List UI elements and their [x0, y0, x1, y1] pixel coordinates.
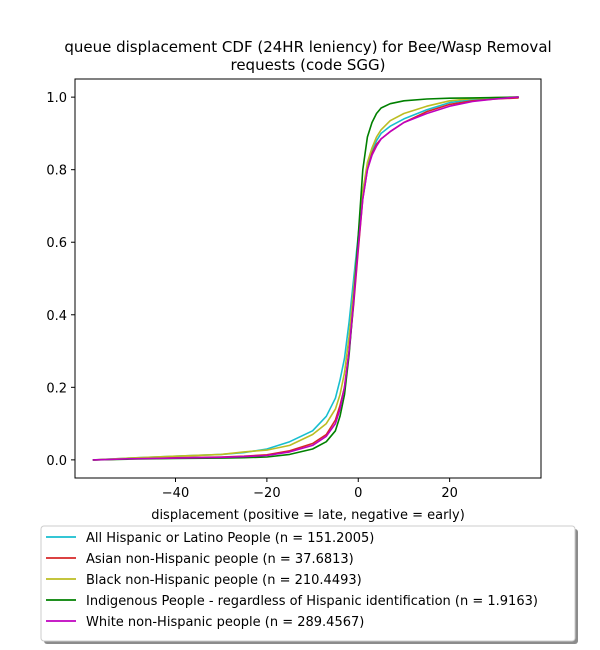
y-tick-label: 1.0	[46, 91, 67, 106]
x-axis-ticks: −40 −20 0 20	[162, 478, 458, 501]
series-line-3	[92, 96, 520, 461]
y-tick-label: 0.6	[46, 236, 67, 251]
legend-entry-label: All Hispanic or Latino People (n = 151.2…	[86, 531, 374, 546]
x-tick-label: −40	[162, 486, 189, 501]
legend: All Hispanic or Latino People (n = 151.2…	[40, 525, 578, 644]
series-line-0	[92, 96, 520, 461]
legend-entry-label: Indigenous People - regardless of Hispan…	[86, 594, 538, 609]
legend-box	[40, 525, 576, 642]
y-axis-ticks: 0.0 0.2 0.4 0.6 0.8 1.0	[46, 91, 75, 469]
plot-frame	[74, 78, 542, 479]
y-tick-label: 0.2	[46, 381, 67, 396]
chart-title: queue displacement CDF (24HR leniency) f…	[64, 38, 551, 74]
series-line-4	[92, 96, 520, 461]
y-tick-label: 0.8	[46, 164, 67, 179]
x-tick-label: 0	[354, 486, 362, 501]
y-tick-label: 0.4	[46, 309, 67, 324]
series-line-2	[92, 96, 520, 461]
legend-entry-label: White non-Hispanic people (n = 289.4567)	[86, 615, 364, 630]
x-tick-label: −20	[253, 486, 280, 501]
legend-entry-label: Black non-Hispanic people (n = 210.4493)	[86, 573, 362, 588]
series-line-1	[92, 97, 520, 461]
y-tick-label: 0.0	[46, 454, 67, 469]
chart-title-line-1: queue displacement CDF (24HR leniency) f…	[64, 38, 551, 56]
x-tick-label: 20	[441, 486, 458, 501]
plot-area	[74, 78, 542, 479]
legend-entry-label: Asian non-Hispanic people (n = 37.6813)	[86, 552, 354, 567]
x-axis-label: displacement (positive = late, negative …	[151, 508, 465, 523]
chart-title-line-2: requests (code SGG)	[230, 56, 385, 74]
